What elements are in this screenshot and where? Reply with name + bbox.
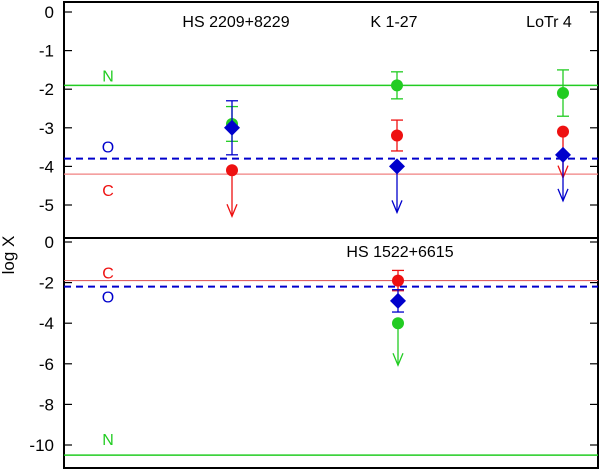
marker-circle-n-k-1-27 xyxy=(391,79,403,92)
solar-label-o: O xyxy=(102,140,114,157)
marker-diamond-o-hs-2209-8229 xyxy=(224,119,240,136)
solar-label-n: N xyxy=(102,432,114,449)
panel-frame xyxy=(63,1,599,239)
y-tick-label: -4 xyxy=(39,157,54,176)
y-tick-label: 0 xyxy=(45,233,54,252)
y-tick-label: -6 xyxy=(39,355,54,374)
marker-circle-c-lotr-4 xyxy=(557,125,569,138)
star-label-hs-2209-8229: HS 2209+8229 xyxy=(182,14,289,31)
marker-circle-n-lotr-4 xyxy=(557,87,569,100)
solar-label-n: N xyxy=(102,68,114,85)
y-tick-label: -2 xyxy=(39,274,54,293)
y-tick-label: -2 xyxy=(39,80,54,99)
star-label-k-1-27: K 1-27 xyxy=(370,14,417,31)
y-tick-label: -10 xyxy=(29,436,54,455)
marker-circle-c-hs-2209-8229 xyxy=(226,164,238,177)
limit-arrow-head-o-k-1-27 xyxy=(391,200,403,215)
star-label-hs-1522-6615: HS 1522+6615 xyxy=(346,244,453,261)
marker-circle-c-hs-1522-6615 xyxy=(392,274,404,287)
solar-label-c: C xyxy=(102,183,114,200)
marker-diamond-o-hs-1522-6615 xyxy=(390,292,406,309)
limit-arrow-head-n-hs-1522-6615 xyxy=(392,352,404,367)
marker-diamond-o-lotr-4 xyxy=(555,146,571,163)
top-panel: 0 -1 -2 -3 -4 -5 N O C HS 2209+8229 K 1-27 LoTr 4 xyxy=(39,1,599,239)
panel-frame xyxy=(63,237,599,469)
y-tick-label: 0 xyxy=(45,3,54,22)
solar-label-c: C xyxy=(102,266,114,283)
marker-circle-n-hs-1522-6615 xyxy=(392,317,404,330)
y-tick-label: -8 xyxy=(39,395,54,414)
limit-arrow-head-c-hs-2209-8229 xyxy=(226,204,238,218)
marker-diamond-o-k-1-27 xyxy=(389,158,405,175)
y-axis-label: log X xyxy=(0,236,18,275)
y-tick-label: -4 xyxy=(39,314,54,333)
y-tick-label: -3 xyxy=(39,119,54,138)
solar-label-o: O xyxy=(102,290,114,307)
star-label-lotr-4: LoTr 4 xyxy=(526,14,572,31)
bottom-panel: 0 -2 -4 -6 -8 -10 CO N HS 1522+6615 xyxy=(29,233,599,469)
marker-circle-c-k-1-27 xyxy=(391,129,403,142)
limit-arrow-head-o-lotr-4 xyxy=(557,188,569,203)
y-tick-label: -1 xyxy=(39,42,54,61)
y-tick-label: -5 xyxy=(39,196,54,215)
